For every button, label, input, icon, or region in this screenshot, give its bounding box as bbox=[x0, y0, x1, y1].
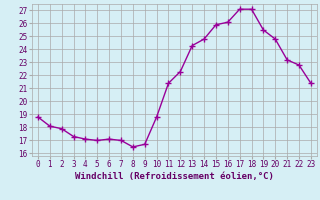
X-axis label: Windchill (Refroidissement éolien,°C): Windchill (Refroidissement éolien,°C) bbox=[75, 172, 274, 181]
